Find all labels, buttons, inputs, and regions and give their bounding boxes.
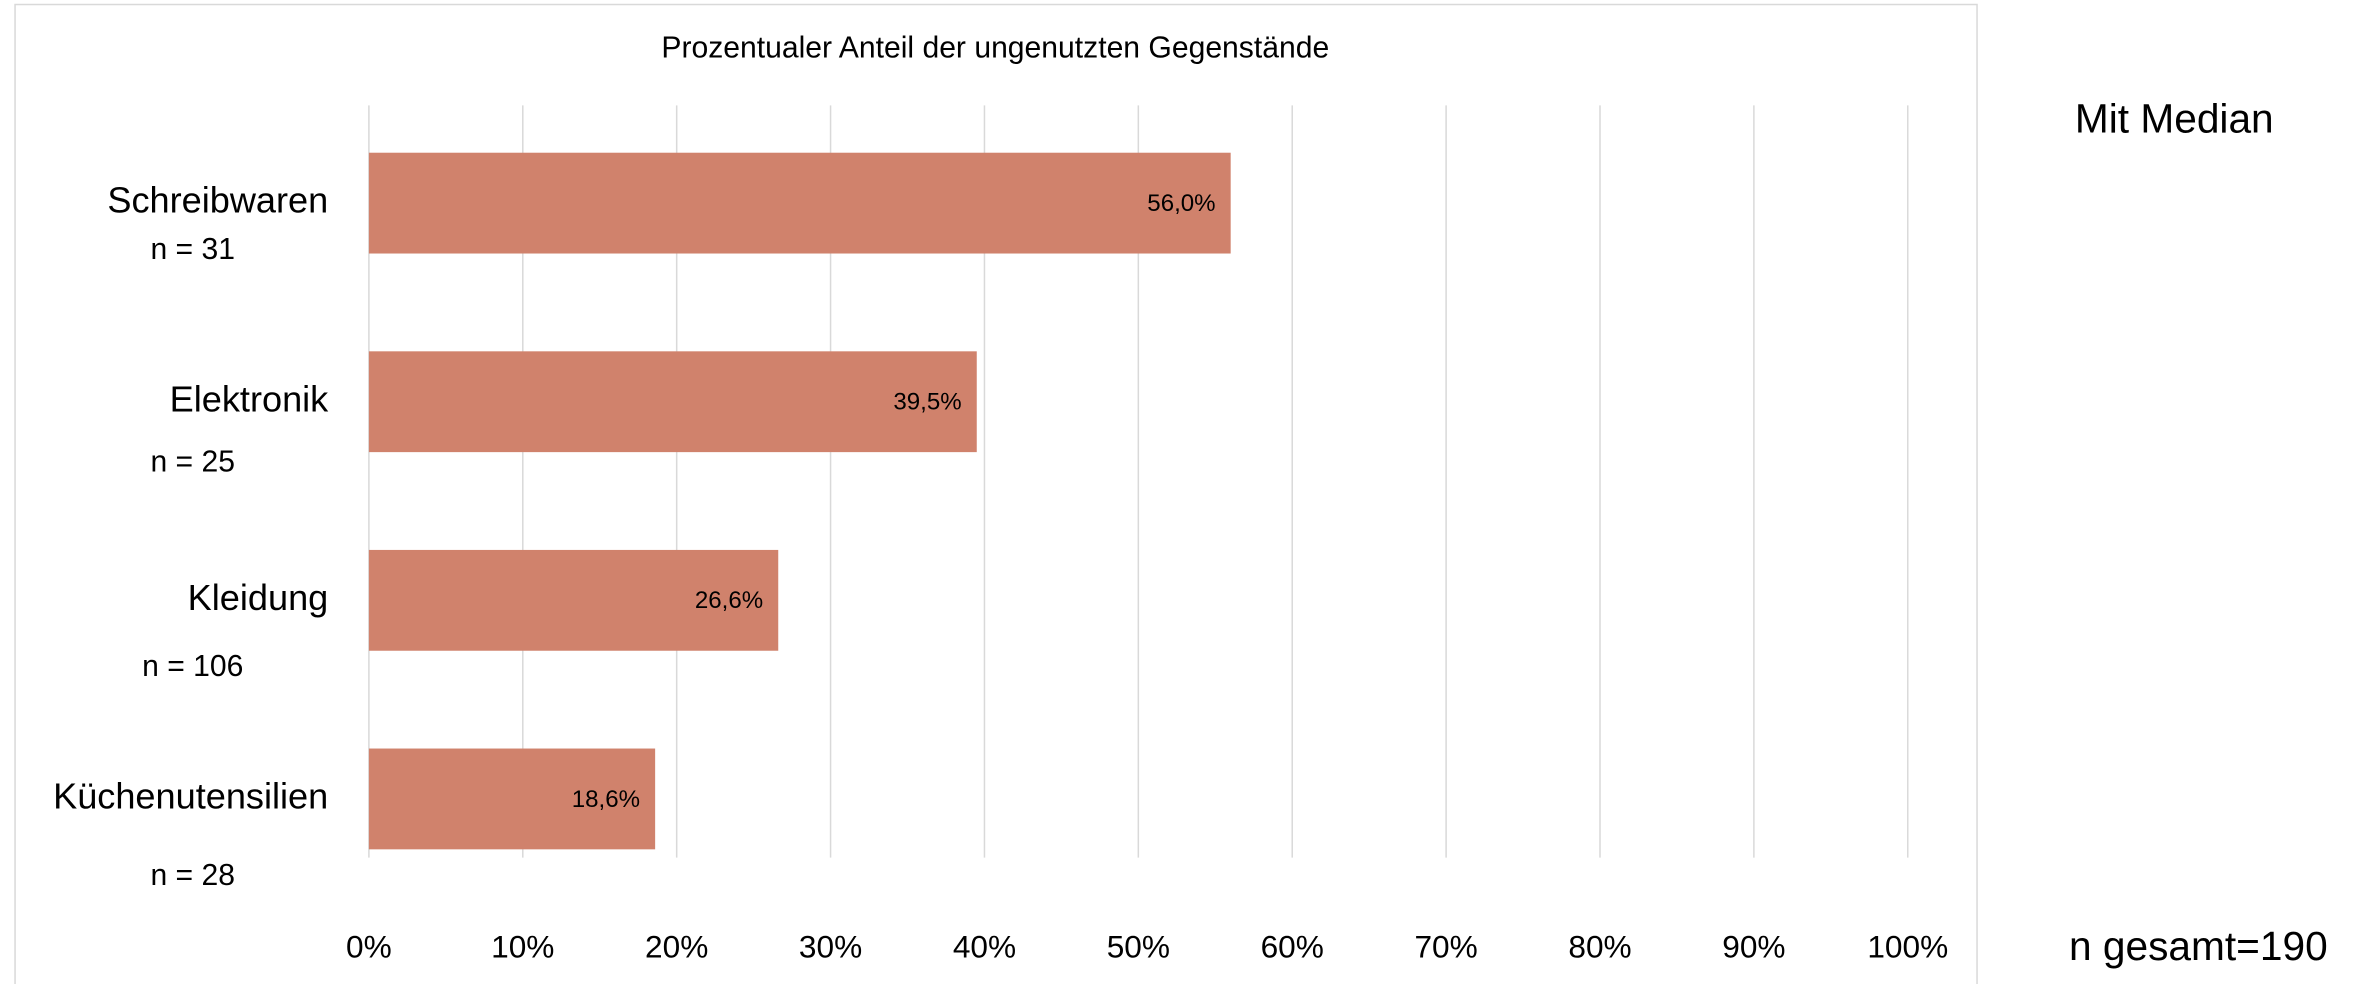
bar	[368, 152, 1231, 254]
annotation: Mit Median	[2075, 96, 2274, 142]
bar	[368, 549, 779, 651]
y-tick-label: Schreibwaren	[107, 180, 328, 221]
x-tick-label: 50%	[1107, 929, 1170, 965]
value-label: 39,5%	[893, 389, 961, 416]
bar	[368, 748, 656, 850]
x-tick-label: 70%	[1414, 929, 1477, 965]
x-tick-label: 90%	[1722, 929, 1785, 965]
category-note: n = 28	[150, 859, 235, 892]
x-tick-label: 30%	[799, 929, 862, 965]
x-tick-label: 100%	[1867, 929, 1948, 965]
x-tick-label: 0%	[346, 929, 392, 965]
x-tick-label: 10%	[491, 929, 554, 965]
annotation: n gesamt=190	[2069, 923, 2328, 969]
category-note: n = 106	[142, 650, 243, 683]
x-tick-label: 20%	[645, 929, 708, 965]
value-label: 56,0%	[1147, 190, 1215, 217]
x-tick-label: 60%	[1261, 929, 1324, 965]
category-note: n = 31	[150, 233, 235, 266]
x-tick-label: 40%	[953, 929, 1016, 965]
chart-frame	[14, 3, 1978, 984]
y-tick-label: Küchenutensilien	[53, 775, 328, 816]
y-tick-label: Elektronik	[170, 378, 330, 419]
chart-title: Prozentualer Anteil der ungenutzten Gege…	[661, 32, 1329, 65]
value-label: 26,6%	[695, 587, 763, 614]
category-note: n = 25	[150, 445, 235, 478]
x-tick-label: 80%	[1568, 929, 1631, 965]
y-tick-label: Kleidung	[188, 577, 329, 618]
value-label: 18,6%	[572, 786, 640, 813]
bar	[368, 351, 977, 453]
